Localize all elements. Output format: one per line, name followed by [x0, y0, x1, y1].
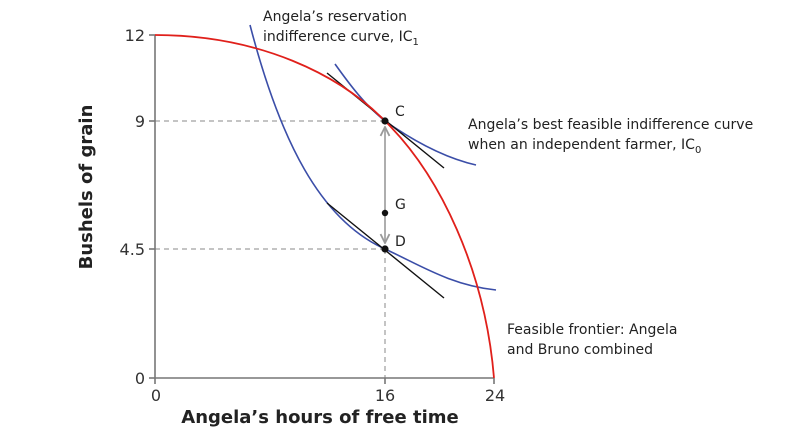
point-g-label: G — [395, 197, 406, 213]
x-tick-label-16: 16 — [375, 386, 395, 405]
axes — [149, 34, 495, 384]
y-tick-label-45: 4.5 — [120, 240, 145, 259]
frontier-annotation-line2: and Bruno combined — [507, 342, 653, 358]
y-tick-label-12: 12 — [125, 26, 145, 45]
ic0-annotation-line2: when an independent farmer, IC0 — [468, 137, 701, 156]
reference-lines — [155, 120, 386, 378]
point-d-marker — [381, 245, 389, 253]
ic1-annotation-text: indifference curve, IC — [263, 29, 413, 45]
y-axis-title: Bushels of grain — [76, 105, 97, 270]
x-tick-label-24: 24 — [485, 386, 505, 405]
ic1-annotation-line1: Angela’s reservation — [263, 9, 407, 25]
ic1-annotation-line2: indifference curve, IC1 — [263, 29, 419, 48]
y-tick-label-9: 9 — [135, 112, 145, 131]
ic0-best-feasible-curve — [334, 63, 477, 166]
feasible-frontier-curve — [154, 34, 495, 379]
point-d-label: D — [395, 234, 406, 250]
ic1-reservation-curve — [249, 24, 497, 291]
point-c-marker — [381, 117, 389, 125]
point-g-marker — [381, 209, 389, 217]
ic0-annotation-text: when an independent farmer, IC — [468, 137, 695, 153]
ic0-subscript: 0 — [695, 145, 701, 156]
frontier-annotation-line1: Feasible frontier: Angela — [507, 322, 677, 338]
ic1-subscript: 1 — [413, 37, 419, 48]
y-tick-label-0: 0 — [135, 369, 145, 388]
ic0-annotation-line1: Angela’s best feasible indifference curv… — [468, 117, 753, 133]
x-tick-label-0: 0 — [151, 386, 161, 405]
x-axis-title: Angela’s hours of free time — [181, 407, 458, 428]
point-c-label: C — [395, 104, 405, 120]
